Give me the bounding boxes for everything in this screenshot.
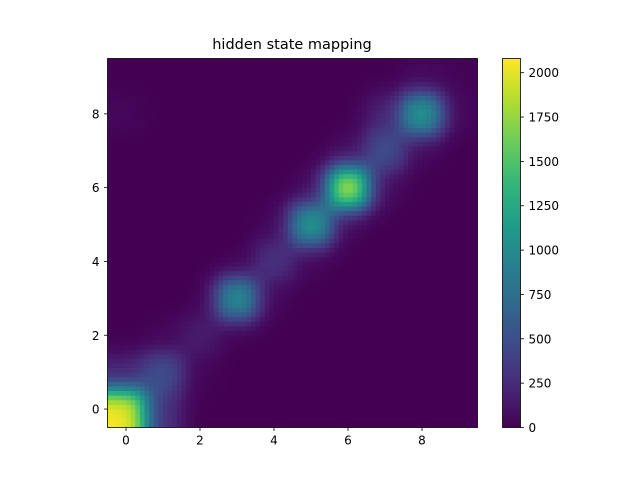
colorbar-tick-label: 750: [529, 288, 552, 302]
y-tick-label: 2: [92, 329, 100, 343]
x-tick-label: 8: [418, 434, 426, 448]
y-tick-label: 4: [92, 255, 100, 269]
heatmap-smoothed-layer: [107, 58, 478, 428]
colorbar-tick-label: 500: [529, 332, 552, 346]
x-tick-label: 0: [122, 434, 130, 448]
x-tick-label: 6: [344, 434, 352, 448]
colorbar-tick-label: 1250: [529, 199, 560, 213]
colorbar-axis: 0 250 500 750 1000 1250 1500 1750 2000: [520, 66, 560, 435]
y-tick-label: 0: [92, 403, 100, 417]
heatmap-cells: [107, 58, 478, 428]
plot-frame: [107, 58, 478, 428]
y-tick-label: 8: [92, 107, 100, 121]
colorbar-tick-label: 1500: [529, 155, 560, 169]
chart-title: hidden state mapping: [212, 37, 372, 53]
x-tick-label: 2: [196, 434, 204, 448]
colorbar-tick-label: 0: [529, 421, 537, 435]
x-axis: 0 2 4 6 8: [122, 427, 426, 448]
y-tick-label: 6: [92, 181, 100, 195]
colorbar-tick-label: 1000: [529, 244, 560, 258]
colorbar: [502, 58, 521, 428]
colorbar-tick-label: 2000: [529, 66, 560, 80]
y-axis: 0 2 4 6 8: [92, 107, 108, 417]
colorbar-tick-label: 1750: [529, 111, 560, 125]
x-tick-label: 4: [270, 434, 278, 448]
colorbar-tick-label: 250: [529, 377, 552, 391]
